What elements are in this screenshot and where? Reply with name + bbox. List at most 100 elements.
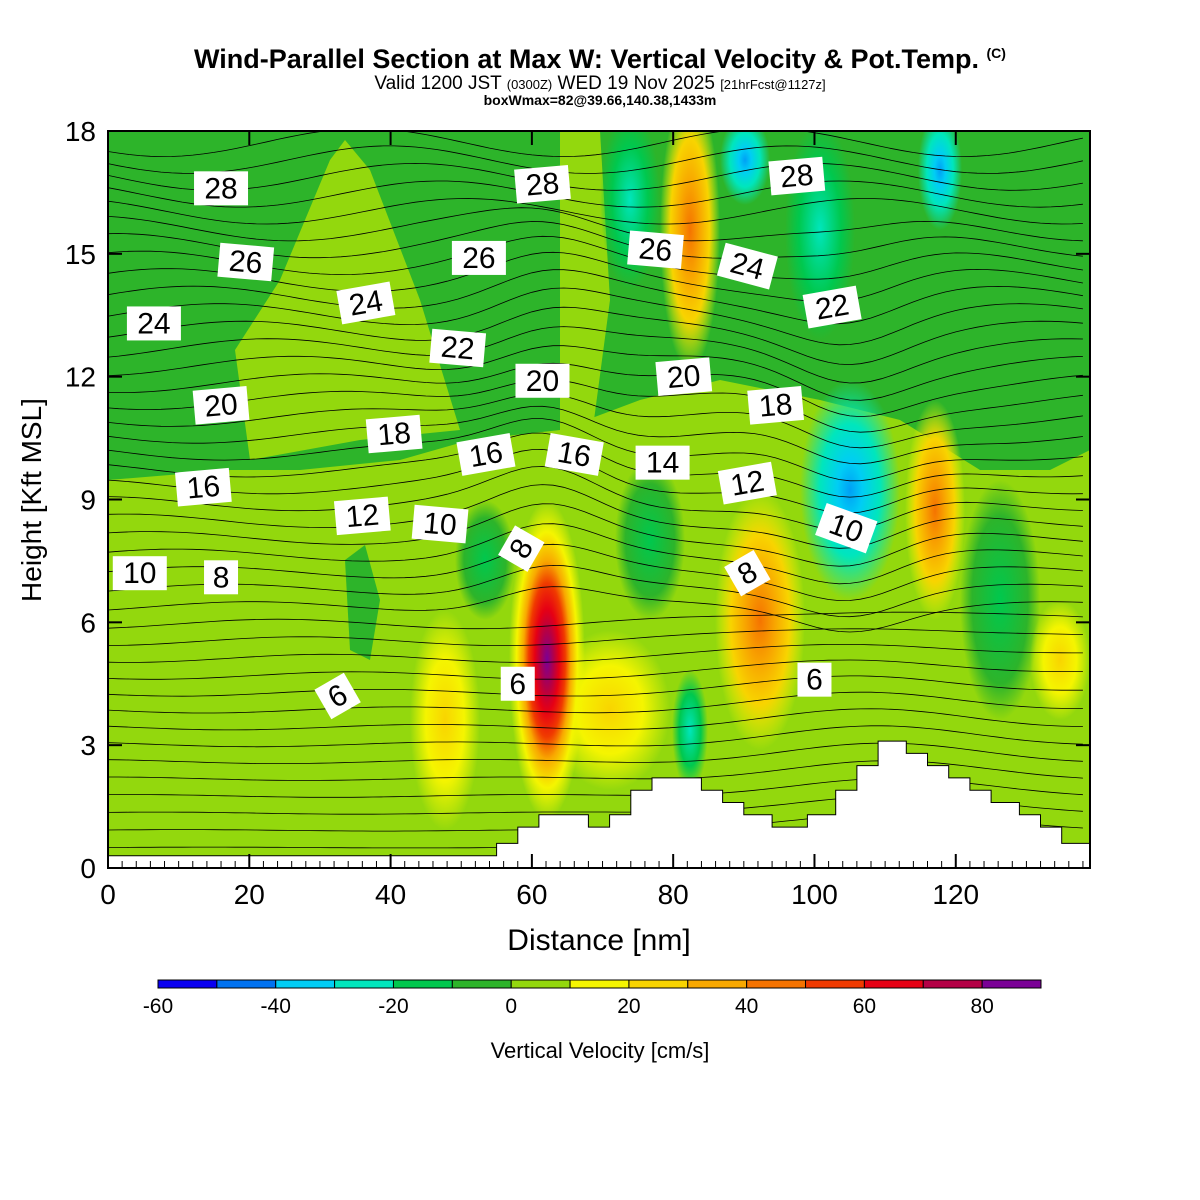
x-tick-label: 120 (932, 879, 979, 910)
theta-label-box (204, 560, 239, 595)
theta-isoline (108, 628, 1083, 647)
vv-downdraft-zone (672, 670, 708, 790)
theta-label: 26 (217, 242, 275, 282)
theta-isoline (108, 466, 1083, 531)
terrain (108, 740, 1090, 868)
vv-downdraft-zone (615, 460, 685, 620)
theta-label-box (768, 156, 826, 196)
theta-label-text: 28 (779, 159, 815, 195)
theta-label-box (815, 502, 878, 554)
theta-label-box (802, 285, 862, 329)
theta-isoline (108, 345, 1083, 401)
theta-label: 6 (314, 672, 361, 720)
theta-label-text: 6 (509, 668, 526, 701)
x-tick-label: 80 (658, 879, 689, 910)
theta-isoline (108, 269, 1083, 325)
theta-isoline (108, 198, 1083, 225)
vv-weak-downdraft-left (345, 545, 380, 660)
colorbar-swatch (275, 979, 336, 989)
valid-date: WED 19 Nov 2025 (557, 73, 715, 94)
vv-downdraft-zone (455, 500, 515, 620)
theta-label-text: 12 (728, 464, 767, 502)
colorbar-swatch (981, 979, 1042, 989)
colorbar-swatch (922, 979, 983, 989)
valid-time-line: Valid 1200 JST (0300Z) WED 19 Nov 2025 [… (0, 73, 1200, 95)
theta-isoline (108, 611, 1083, 630)
valid-prefix: Valid 1200 JST (374, 73, 502, 94)
theta-label-box (456, 433, 516, 476)
theta-label-text: 20 (526, 365, 559, 398)
theta-isoline (108, 564, 1083, 618)
theta-label-box (126, 306, 181, 341)
colorbar-tick-label: -40 (261, 995, 291, 1018)
theta-label: 24 (126, 306, 181, 341)
colorbar-tick-label: 40 (735, 995, 758, 1018)
x-tick-label: 40 (375, 879, 406, 910)
theta-isoline (108, 306, 1083, 366)
forecast-info: [21hrFcst@1127z] (720, 77, 826, 92)
x-tick-label: 100 (791, 879, 838, 910)
chart-title-text: Wind-Parallel Section at Max W: Vertical… (194, 44, 979, 74)
colorbar-tick-label: 80 (970, 995, 993, 1018)
theta-isoline (108, 543, 1083, 602)
theta-label: 18 (747, 386, 804, 425)
vv-max-updraft-core (509, 500, 585, 820)
vv-downdraft-zone (960, 480, 1040, 720)
y-tick-label: 3 (80, 730, 96, 761)
theta-isoline (108, 644, 1083, 663)
theta-isoline (108, 675, 1083, 697)
theta-label-text: 6 (806, 664, 823, 697)
colorbar-swatch (157, 979, 218, 989)
colorbar-swatch (216, 979, 277, 989)
x-tick-label: 20 (234, 879, 265, 910)
theta-label-box (192, 386, 250, 425)
theta-label: 12 (333, 496, 391, 536)
axes: 0 20 40 60 80 100 120 0 3 6 9 12 15 18 (65, 116, 1090, 910)
y-tick-label: 15 (65, 239, 96, 270)
theta-label: 26 (451, 240, 506, 275)
theta-isoline (108, 378, 1083, 433)
theta-label: 20 (192, 386, 250, 425)
colorbar-swatch (569, 979, 630, 989)
theta-label: 16 (456, 433, 516, 476)
theta-isoline (108, 586, 1083, 633)
theta-label-box (174, 467, 232, 507)
theta-label-box (635, 445, 690, 480)
theta-label: 8 (498, 525, 545, 572)
theta-label-text: 20 (203, 388, 239, 424)
theta-label-box (336, 281, 396, 325)
theta-isoline (108, 162, 1083, 191)
theta-label-box (217, 242, 275, 282)
vv-downdraft-zone (720, 131, 770, 205)
theta-isoline (108, 503, 1083, 567)
theta-label-box (112, 556, 167, 591)
colorbar-swatch (628, 979, 689, 989)
y-axis-label: Height [Kft MSL] (16, 398, 47, 602)
vv-updraft-zone (905, 400, 965, 620)
colorbar-swatch (746, 979, 807, 989)
theta-label: 10 (112, 556, 167, 591)
theta-isoline (108, 659, 1083, 680)
x-tick-label: 60 (516, 879, 547, 910)
vv-downdraft-zone (918, 131, 962, 230)
theta-label-text: 18 (376, 417, 412, 453)
theta-isoline (108, 180, 1083, 208)
theta-label-box (333, 496, 391, 536)
theta-isoline (108, 523, 1083, 585)
theta-label: 18 (365, 414, 423, 454)
theta-isoline (108, 405, 1083, 465)
theta-label-text: 18 (758, 388, 794, 424)
theta-label: 10 (411, 504, 469, 544)
colorbar: -60 -40 -20 0 20 40 60 80 (143, 979, 1042, 1018)
theta-label-text: 26 (462, 242, 495, 275)
theta-isoline (108, 742, 1083, 764)
theta-label-box (717, 461, 777, 505)
colorbar-swatch (510, 979, 571, 989)
vv-updraft-zone (1030, 600, 1090, 720)
theta-label: 6 (500, 666, 535, 701)
colorbar-label: Vertical Velocity [cm/s] (491, 1038, 710, 1063)
theta-label-box (716, 242, 778, 290)
y-tick-label: 12 (65, 362, 96, 393)
theta-label: 26 (627, 230, 684, 270)
